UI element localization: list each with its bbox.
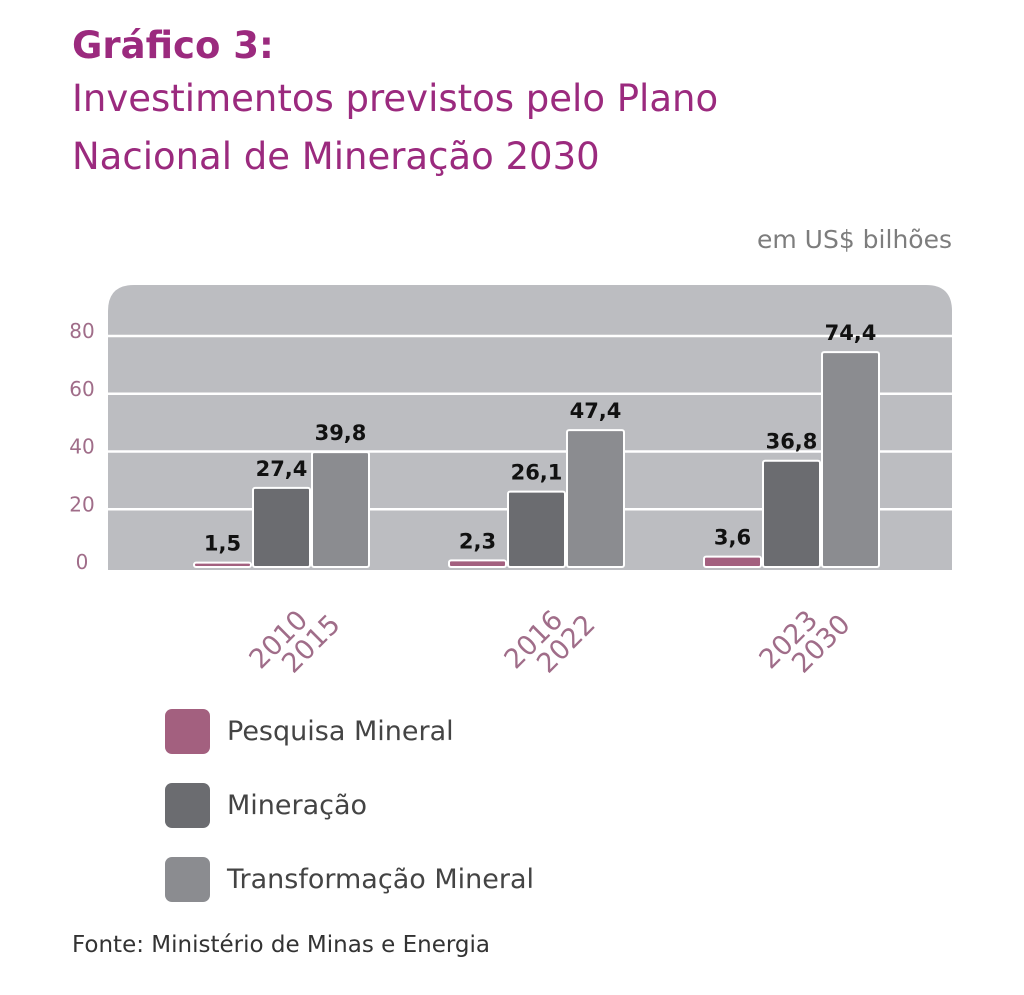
data-label-1-0: 2,3 — [459, 529, 496, 553]
unit-note: em US$ bilhões — [756, 225, 952, 254]
bar-1-0 — [448, 559, 507, 569]
data-label-0-1: 27,4 — [256, 457, 308, 481]
y-tick-label-40: 40 — [69, 435, 94, 459]
bar-1-2 — [566, 429, 625, 568]
legend-item-mineracao: Mineração — [165, 782, 534, 828]
bar-0-1 — [252, 486, 311, 569]
y-tick-label-0: 0 — [76, 550, 89, 574]
bar-1-1 — [507, 490, 566, 569]
legend: Pesquisa Mineral Mineração Transformação… — [165, 708, 534, 930]
legend-item-transformacao: Transformação Mineral — [165, 856, 534, 902]
bar-0-0 — [193, 561, 252, 569]
chart-title-block: Gráfico 3: Investimentos previstos pelo … — [72, 22, 718, 186]
data-label-2-0: 3,6 — [714, 526, 751, 550]
legend-swatch-pesquisa — [165, 708, 210, 754]
legend-label-pesquisa: Pesquisa Mineral — [227, 715, 454, 747]
bar-0-2 — [311, 451, 370, 569]
legend-label-mineracao: Mineração — [227, 789, 368, 821]
data-label-1-2: 47,4 — [570, 399, 622, 423]
legend-label-transformacao: Transformação Mineral — [227, 863, 535, 895]
bar-2-1 — [762, 459, 821, 568]
bar-2-0 — [703, 555, 762, 568]
y-tick-label-60: 60 — [69, 377, 94, 401]
y-tick-label-20: 20 — [69, 492, 94, 516]
data-label-0-2: 39,8 — [315, 421, 367, 445]
y-tick-label-80: 80 — [69, 319, 94, 343]
legend-item-pesquisa: Pesquisa Mineral — [165, 708, 534, 754]
bar-2-2 — [821, 351, 880, 569]
source-note: Fonte: Ministério de Minas e Energia — [72, 932, 490, 958]
data-label-2-2: 74,4 — [825, 321, 877, 345]
legend-swatch-transformacao — [165, 856, 210, 902]
data-label-1-1: 26,1 — [511, 461, 563, 485]
data-label-0-0: 1,5 — [204, 532, 241, 556]
chart-title-line-2: Nacional de Mineração 2030 — [72, 135, 600, 178]
chart-title-line-1: Investimentos previstos pelo Plano — [72, 77, 719, 120]
chart-number-label: Gráfico 3: — [72, 24, 274, 67]
legend-swatch-mineracao — [165, 782, 210, 828]
data-label-2-1: 36,8 — [766, 430, 818, 454]
